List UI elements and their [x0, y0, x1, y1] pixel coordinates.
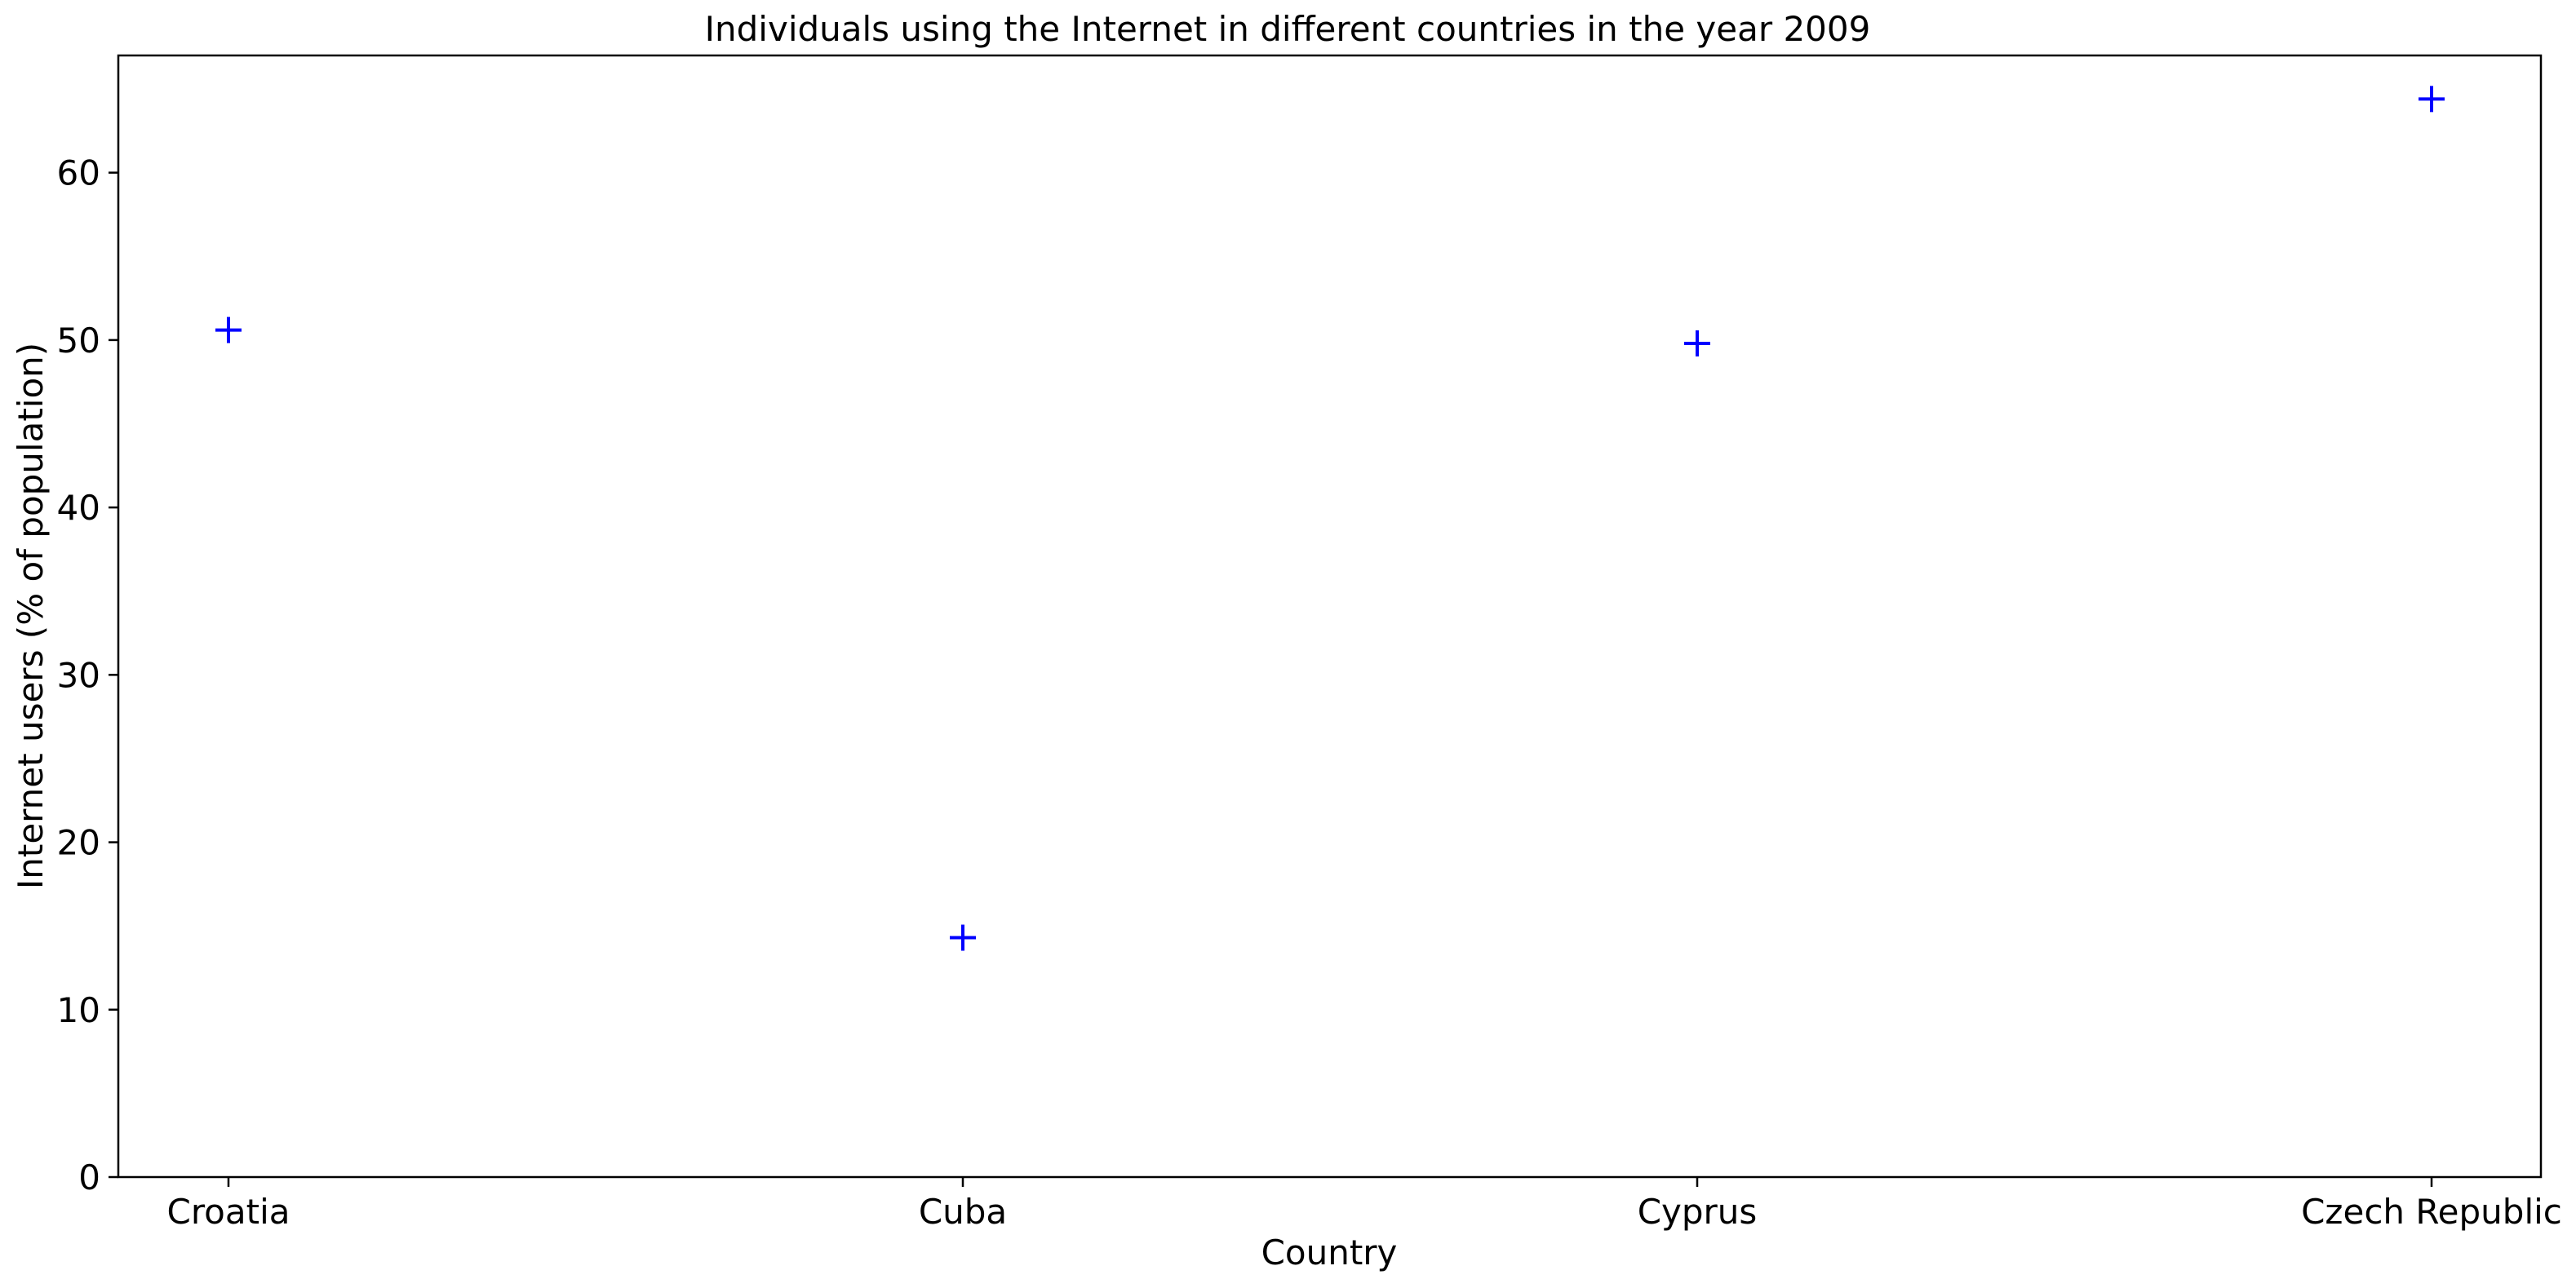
y-tick-label: 0 [78, 1157, 100, 1197]
data-point [215, 316, 242, 343]
x-tick-label: Czech Republic [2301, 1192, 2562, 1232]
chart-title: Individuals using the Internet in differ… [705, 9, 1871, 49]
x-tick-label: Cuba [919, 1192, 1007, 1232]
y-axis-label: Internet users (% of population) [11, 343, 51, 889]
y-tick-label: 20 [57, 823, 100, 863]
data-point [2419, 86, 2445, 113]
x-tick-label: Cyprus [1638, 1192, 1758, 1232]
y-tick-label: 30 [57, 655, 100, 695]
data-point [1684, 330, 1710, 356]
y-tick-label: 40 [57, 488, 100, 528]
plot-frame [117, 54, 2543, 1179]
y-tick-label: 60 [57, 153, 100, 193]
data-point [950, 924, 976, 951]
x-tick-label: Croatia [167, 1192, 290, 1232]
y-tick-label: 50 [57, 321, 100, 361]
x-axis-label: Country [1261, 1233, 1398, 1273]
plot-area: 0 10 20 30 40 50 60 Croatia Cuba Cyprus Czech Repu… [57, 86, 2562, 1232]
y-tick-label: 10 [57, 990, 100, 1030]
